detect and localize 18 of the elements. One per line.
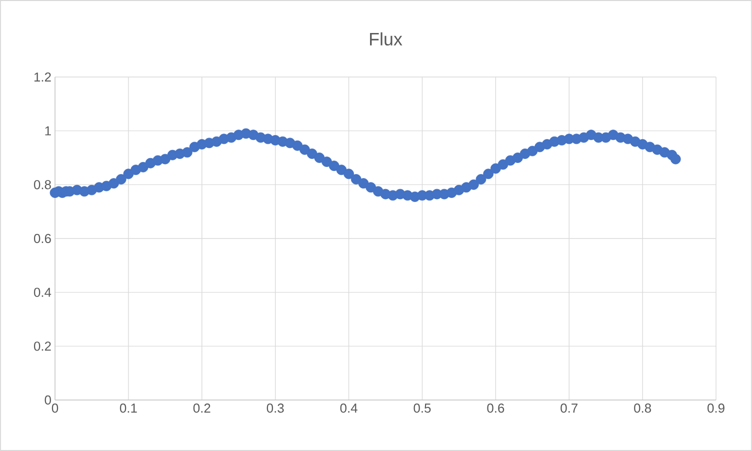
x-tick-label: 0.3	[266, 404, 284, 413]
x-tick-label: 0	[52, 404, 58, 413]
x-tick-label: 0.8	[634, 404, 652, 413]
x-tick-label: 0.5	[414, 404, 431, 413]
x-tick-label: 0.6	[487, 404, 504, 413]
x-tick-label: 0.9	[708, 404, 724, 413]
y-tick-label: 0.4	[34, 288, 52, 297]
x-tick-label: 0.2	[193, 404, 210, 413]
x-tick-label: 0.7	[560, 404, 578, 413]
y-tick-label: 0.8	[34, 180, 51, 190]
y-tick-label: 0	[44, 395, 51, 405]
y-tick-label: 1.2	[34, 72, 51, 82]
y-tick-label: 0.2	[34, 342, 51, 351]
x-tick-label: 0.1	[120, 404, 137, 413]
y-tick-label: 0.6	[34, 234, 51, 244]
chart-title: Flux	[370, 32, 402, 46]
y-tick-label: 1	[45, 126, 51, 136]
x-tick-label: 0.4	[340, 404, 358, 413]
